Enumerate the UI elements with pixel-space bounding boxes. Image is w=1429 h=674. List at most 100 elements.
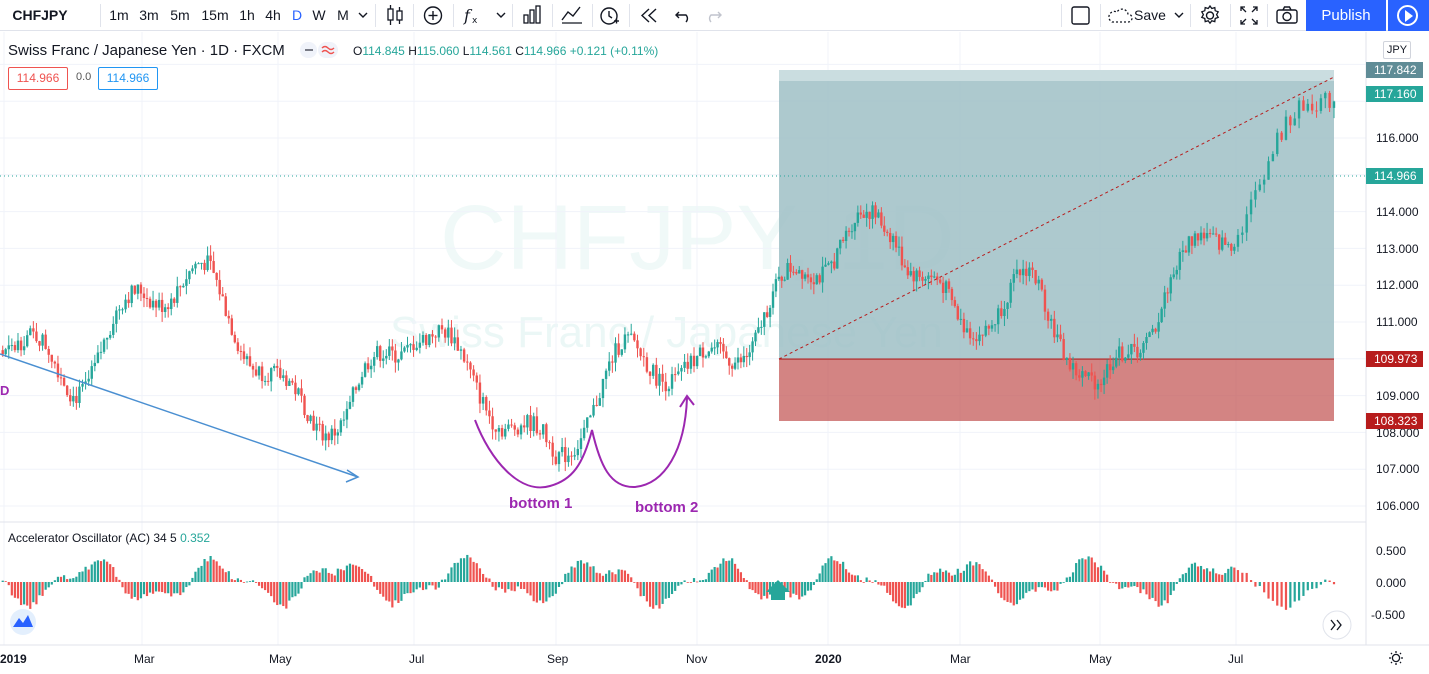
oscillator-bar <box>1199 565 1203 582</box>
publish-button[interactable]: Publish <box>1306 0 1386 31</box>
candle-body <box>115 310 118 324</box>
candle-body <box>133 285 136 294</box>
oscillator-bar <box>1133 582 1136 587</box>
interval-15m-button[interactable]: 15m <box>201 7 229 23</box>
settings-gear-icon[interactable] <box>1198 0 1222 31</box>
chevron-down-icon[interactable] <box>1173 0 1185 31</box>
oscillator-bar <box>513 582 516 592</box>
interval-4h-button[interactable]: 4h <box>265 7 281 23</box>
candle-body <box>689 355 693 369</box>
interval-w-button[interactable]: W <box>312 7 326 23</box>
candlestick-chart-type-icon[interactable] <box>384 0 408 31</box>
oscillator-bar <box>84 566 87 582</box>
oscillator-bar <box>1157 582 1160 607</box>
oscillator-bar <box>376 582 379 590</box>
oscillator-bar <box>1096 567 1100 582</box>
candle-body <box>151 300 155 308</box>
candle-body <box>406 345 409 348</box>
oscillator-bar <box>1130 582 1133 587</box>
chevron-down-icon[interactable] <box>357 0 369 31</box>
oscillator-bar <box>573 567 576 582</box>
layout-square-icon[interactable] <box>1070 0 1092 31</box>
candle-body <box>1175 269 1178 275</box>
oscillator-bar <box>639 582 642 597</box>
oscillator-bar <box>96 560 99 582</box>
oscillator-bar <box>903 582 906 609</box>
candle-body <box>108 334 112 338</box>
oscillator-bar <box>267 582 270 593</box>
interval-d-button[interactable]: D <box>291 7 303 23</box>
time-tick: Jul <box>1228 652 1244 666</box>
oscillator-bar <box>595 572 598 582</box>
replay-rewind-icon[interactable] <box>637 0 661 31</box>
candle-body <box>1172 274 1175 278</box>
templates-chart-icon[interactable] <box>559 0 585 31</box>
oscillator-bar <box>342 570 345 582</box>
add-compare-icon[interactable] <box>421 0 445 31</box>
play-button[interactable] <box>1388 0 1429 31</box>
financials-bar-icon[interactable] <box>520 0 544 31</box>
time-tick: Jul <box>409 652 425 666</box>
candle-body <box>623 334 627 350</box>
sell-button[interactable]: 114.966 <box>8 67 68 90</box>
oscillator-bar <box>282 582 285 607</box>
oscillator-bar <box>1241 572 1244 582</box>
fullscreen-icon[interactable] <box>1237 0 1261 31</box>
candle-body <box>1157 322 1160 332</box>
candle-body <box>1031 267 1034 271</box>
candle-body <box>927 275 930 279</box>
save-button[interactable]: Save <box>1134 7 1166 23</box>
candle-body <box>1078 375 1081 378</box>
interval-1m-button[interactable]: 1m <box>109 7 129 23</box>
candle-body <box>880 212 883 226</box>
cloud-save-icon[interactable] <box>1105 0 1135 31</box>
camera-snapshot-icon[interactable] <box>1274 0 1300 31</box>
candle-body <box>812 282 816 285</box>
alert-clock-icon[interactable] <box>597 0 621 31</box>
oscillator-bar <box>1087 556 1090 582</box>
oscillator-bar <box>264 582 267 591</box>
oscillator-bar <box>1031 582 1034 590</box>
interval-5m-button[interactable]: 5m <box>170 7 190 23</box>
oscillator-bar <box>1280 582 1283 607</box>
oscillator-bar <box>1215 573 1218 582</box>
candle-body <box>197 263 200 265</box>
candle-body <box>239 350 243 352</box>
oscillator-bar <box>551 582 554 597</box>
oscillator-bar <box>47 582 50 588</box>
candle-body <box>824 264 827 267</box>
chevron-down-icon[interactable] <box>495 0 507 31</box>
oscillator-bar <box>754 582 757 593</box>
bottom-1-annotation[interactable]: bottom 1 <box>509 495 573 512</box>
oscillator-bar <box>944 570 948 582</box>
legend-compare-toggle[interactable] <box>318 42 338 58</box>
currency-label[interactable]: JPY <box>1383 41 1411 59</box>
symbol-search-button[interactable]: CHFJPY <box>12 7 68 23</box>
candle-body <box>124 299 127 310</box>
interval-m-button[interactable]: M <box>337 7 349 23</box>
candle-body <box>560 447 564 453</box>
indicator-legend[interactable]: Accelerator Oscillator (AC) 34 5 0.352 <box>8 531 210 545</box>
price-tick: 108.000 <box>1376 426 1420 440</box>
interval-3m-button[interactable]: 3m <box>139 7 159 23</box>
oscillator-bar <box>670 582 674 595</box>
interval-1h-button[interactable]: 1h <box>239 7 255 23</box>
candle-body <box>7 345 10 350</box>
oscillator-bar <box>354 565 358 582</box>
candle-body <box>148 298 152 308</box>
undo-icon[interactable] <box>673 0 695 31</box>
redo-icon[interactable] <box>702 0 724 31</box>
oscillator-bar <box>1081 558 1084 582</box>
candle-body <box>783 279 786 281</box>
double-bottom-drawing <box>474 397 688 489</box>
candle-body <box>1227 244 1230 246</box>
oscillator-bar <box>576 560 579 582</box>
buy-button[interactable]: 114.966 <box>98 67 158 90</box>
candle-body <box>853 222 857 232</box>
candle-body <box>888 232 892 243</box>
oscillator-bar <box>66 579 69 582</box>
tradingview-logo <box>10 609 36 635</box>
bottom-2-annotation[interactable]: bottom 2 <box>635 499 699 516</box>
